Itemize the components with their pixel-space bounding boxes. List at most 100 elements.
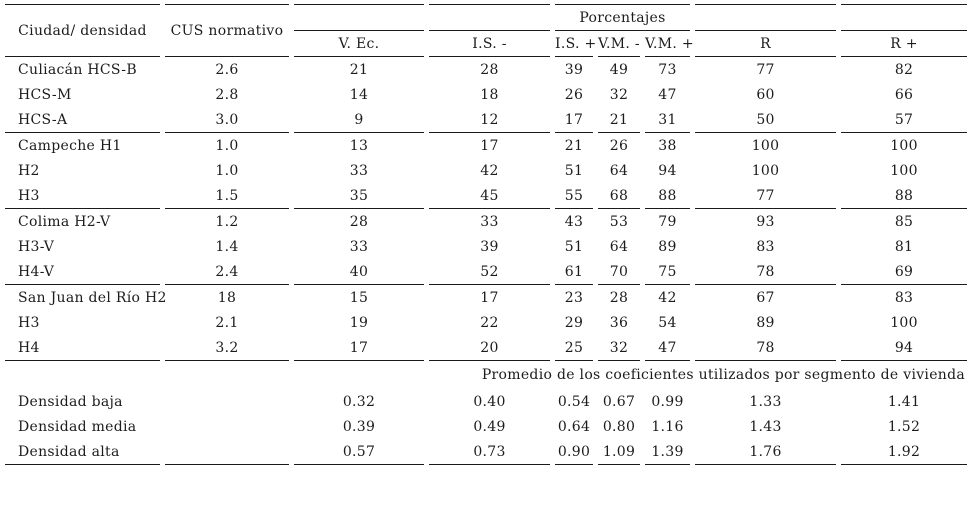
cell-is-plus: 26: [564, 86, 584, 103]
cell-is-plus: 0.64: [557, 418, 591, 435]
cell-is-minus: 45: [429, 183, 550, 209]
cell-is-minus: 52: [429, 259, 550, 285]
col-header-r-plus: R +: [841, 31, 968, 57]
cell-vm-plus: 75: [645, 259, 691, 285]
cell-vm-minus: 26: [609, 137, 629, 154]
cell-label: H4: [5, 335, 160, 361]
cell-vec: 33: [349, 238, 369, 255]
cell-vm-minus: 68: [598, 183, 640, 209]
cell-is-minus: 28: [480, 61, 499, 78]
cell-is-minus: 18: [480, 86, 499, 103]
table-row: Densidad media 0.39 0.49 0.64 0.80 1.16 1.43 1.…: [5, 414, 967, 439]
cell-is-plus: 51: [564, 162, 584, 179]
cell-vm-minus: 28: [609, 289, 629, 306]
cell-label: Densidad media: [18, 418, 137, 435]
cell-r-plus: 81: [894, 238, 914, 255]
cell-label: H3: [18, 314, 40, 331]
cell-is-minus: 12: [429, 107, 550, 133]
cell-vec: 13: [349, 137, 369, 154]
header-spacer-r-plus: [841, 4, 968, 31]
cell-is-plus: 25: [555, 335, 593, 361]
cell-vm-plus: 47: [645, 335, 691, 361]
cell-r-plus: 57: [841, 107, 968, 133]
table-row: Densidad alta 0.57 0.73 0.90 1.09 1.39 1.76 1.9…: [5, 439, 968, 465]
table-row: H3-V 1.4 33 39 51 64 89 83 81: [5, 234, 967, 259]
cell-is-minus: 20: [429, 335, 550, 361]
cell-is-minus: 17: [480, 289, 499, 306]
table-row: H4 3.2 17 20 25 32 47 78 94: [5, 335, 968, 361]
cell-r-plus: 100: [890, 314, 918, 331]
cell-r: 60: [756, 86, 775, 103]
cell-cus: [165, 389, 289, 414]
cell-vm-plus: 1.16: [651, 418, 684, 435]
table-row: Densidad baja 0.32 0.40 0.54 0.67 0.99 1.33 1.4…: [5, 389, 967, 414]
header-sub-row: V. Ec. I.S. - I.S. + V.M. - V.M. + R R +: [5, 31, 968, 57]
cell-label: Campeche H1: [18, 137, 122, 154]
cell-vm-minus: 0.67: [602, 393, 636, 410]
cell-vm-plus: 47: [658, 86, 677, 103]
col-header-vm-minus: V.M. -: [598, 31, 640, 57]
cell-vm-minus: 49: [609, 61, 629, 78]
cell-r-plus: 88: [841, 183, 968, 209]
cell-is-minus: 0.49: [473, 418, 506, 435]
promedio-header-row: Promedio de los coeficientes utilizados …: [5, 361, 967, 389]
cell-is-minus: 17: [480, 137, 499, 154]
table-row: H2 1.0 33 42 51 64 94 100 100: [5, 158, 967, 183]
cell-r-plus: 83: [894, 289, 914, 306]
cell-cus: 1.0: [215, 137, 239, 154]
cell-cus: 2.6: [215, 61, 239, 78]
col-header-vec: V. Ec.: [294, 31, 424, 57]
cell-label: Densidad baja: [18, 393, 123, 410]
cell-r: 100: [751, 162, 780, 179]
cell-vm-minus: 32: [598, 335, 640, 361]
header-spacer-r: [695, 4, 837, 31]
cell-vm-plus: 0.99: [651, 393, 684, 410]
cell-cus: 1.2: [215, 213, 239, 230]
cell-cus: 2.8: [215, 86, 239, 103]
header-group-row: Ciudad/ densidad CUS normativo Porcentaj…: [5, 4, 968, 57]
table-row: H4-V 2.4 40 52 61 70 75 78 69: [5, 259, 968, 285]
cell-vec: 15: [349, 289, 369, 306]
cell-cus: 2.1: [215, 314, 239, 331]
header-spacer-is-minus: [429, 4, 550, 31]
cell-r-plus: 1.41: [887, 393, 921, 410]
cell-is-plus: 23: [564, 289, 584, 306]
cell-r: 1.33: [749, 393, 782, 410]
cell-is-minus: 22: [480, 314, 499, 331]
cell-label: H4-V: [5, 259, 160, 285]
cell-r: 100: [751, 137, 780, 154]
cell-vec: 9: [294, 107, 424, 133]
cell-vm-minus: 1.09: [598, 439, 640, 465]
cell-r-plus: 100: [890, 137, 918, 154]
page: { "page": { "background": "#ffffff", "te…: [0, 4, 972, 521]
cell-cus: 3.2: [165, 335, 289, 361]
cell-r: 67: [756, 289, 775, 306]
cell-label: San Juan del Río H2: [18, 289, 167, 306]
table-row: Colima H2-V 1.2 28 33 43 53 79 93 85: [5, 209, 967, 234]
cell-label: H2: [18, 162, 40, 179]
cell-vm-minus: 64: [609, 238, 629, 255]
cell-vm-plus: 89: [658, 238, 677, 255]
table-row: H3 2.1 19 22 29 36 54 89 100: [5, 310, 967, 335]
cell-is-minus: 39: [480, 238, 499, 255]
cell-r-plus: 66: [894, 86, 914, 103]
cell-is-plus: 0.54: [557, 393, 591, 410]
table-row: HCS-A 3.0 9 12 17 21 31 50 57: [5, 107, 968, 133]
cell-label: HCS-A: [5, 107, 160, 133]
table-row: Campeche H1 1.0 13 17 21 26 38 100 100: [5, 133, 967, 158]
cell-r: 93: [756, 213, 775, 230]
cell-cus: 1.4: [215, 238, 239, 255]
col-header-vm-plus: V.M. +: [645, 31, 694, 57]
cell-r-plus: 69: [841, 259, 968, 285]
cell-cus: 18: [217, 289, 237, 306]
cell-vm-minus: 36: [609, 314, 629, 331]
cell-is-plus: 29: [564, 314, 584, 331]
cell-r: 83: [756, 238, 775, 255]
cell-is-plus: 21: [564, 137, 584, 154]
cell-r: 89: [756, 314, 775, 331]
cell-vec: 35: [294, 183, 424, 209]
cell-cus: [165, 439, 289, 465]
cell-label: Culiacán HCS-B: [18, 61, 137, 78]
cell-is-plus: 39: [564, 61, 584, 78]
cell-vec: 40: [294, 259, 424, 285]
